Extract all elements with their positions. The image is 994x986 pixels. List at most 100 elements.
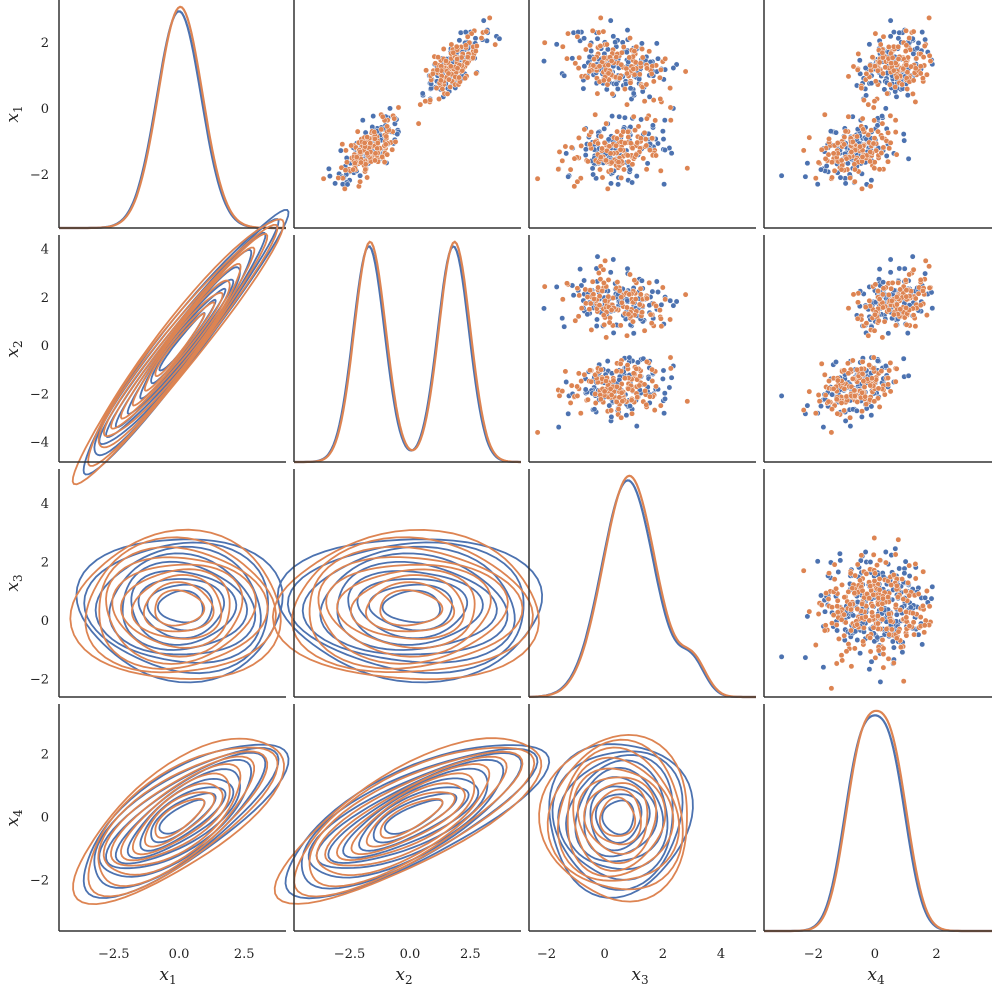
contour-line	[325, 563, 492, 658]
scatter-point	[624, 332, 630, 339]
y-tick-label: 2	[41, 291, 49, 306]
scatter-point	[829, 159, 835, 166]
contour-line	[576, 776, 658, 865]
scatter-point	[623, 412, 630, 419]
scatter-point	[584, 74, 591, 81]
scatter-point	[379, 113, 386, 120]
scatter-point	[483, 28, 490, 35]
scatter-point	[473, 43, 480, 49]
scatter-point	[582, 46, 589, 53]
scatter-point	[927, 58, 934, 65]
scatter-point	[849, 375, 856, 382]
contour-line	[598, 796, 637, 837]
scatter-point	[364, 150, 371, 157]
scatter-point	[656, 74, 663, 81]
scatter-point	[588, 48, 595, 54]
scatter-point	[858, 85, 865, 92]
scatter-point	[651, 407, 658, 414]
scatter-point	[631, 277, 638, 284]
scatter-point	[892, 378, 899, 385]
scatter-point	[910, 619, 917, 626]
scatter-point	[615, 406, 622, 413]
scatter-point	[887, 359, 894, 366]
scatter-point	[603, 334, 610, 341]
scatter-point	[818, 602, 825, 608]
scatter-point	[892, 322, 899, 329]
scatter-point	[885, 611, 892, 617]
scatter-point	[892, 551, 899, 558]
scatter-point	[879, 113, 886, 120]
scatter-point	[684, 398, 691, 405]
kde-curve-blue	[59, 10, 286, 230]
scatter-point	[629, 179, 636, 186]
scatter-point	[868, 412, 875, 419]
scatter-point	[627, 35, 633, 42]
contour-line	[143, 581, 215, 633]
scatter-point	[575, 65, 582, 72]
scatter-point	[354, 128, 361, 135]
scatter-point	[871, 135, 878, 142]
scatter-point	[653, 152, 659, 159]
scatter-point	[829, 406, 835, 413]
scatter-point	[575, 134, 582, 141]
scatter-point	[568, 144, 575, 151]
x-tick-label: −2	[804, 947, 823, 962]
scatter-point	[867, 648, 874, 655]
contour-line	[590, 788, 642, 846]
scatter-point	[575, 313, 582, 320]
scatter-point	[636, 301, 643, 308]
contour-line	[566, 756, 675, 878]
scatter-point	[320, 175, 327, 182]
scatter-point	[653, 383, 659, 390]
scatter-point	[616, 287, 623, 294]
x-tick-label: 4	[717, 947, 725, 962]
scatter-point	[841, 134, 848, 141]
contour-line	[286, 541, 525, 674]
scatter-point	[662, 296, 669, 303]
scatter-point	[854, 561, 861, 568]
scatter-point	[800, 567, 807, 574]
scatter-point	[845, 113, 852, 120]
scatter-point	[829, 391, 836, 398]
scatter-point	[800, 147, 807, 154]
scatter-point	[859, 358, 866, 365]
scatter-point	[875, 128, 881, 135]
scatter-point	[653, 40, 660, 47]
scatter-point	[885, 129, 892, 136]
scatter-point	[917, 302, 924, 309]
scatter-point	[921, 622, 928, 629]
scatter-point	[892, 601, 899, 608]
scatter-point	[646, 93, 653, 100]
contour-line	[84, 536, 277, 674]
scatter-point	[885, 307, 892, 313]
scatter-point	[855, 299, 861, 306]
scatter-point	[825, 398, 832, 405]
scatter-point	[588, 129, 595, 136]
scatter-point	[541, 58, 547, 65]
scatter-point	[609, 113, 616, 120]
contour-line	[336, 561, 498, 651]
x-axis-label-x1: x1	[159, 965, 176, 986]
scatter-point	[565, 173, 572, 180]
scatter-point	[885, 44, 892, 50]
scatter-point	[854, 366, 861, 373]
scatter-point	[833, 396, 840, 403]
scatter-point	[617, 360, 624, 367]
scatter-point	[879, 334, 886, 341]
scatter-point	[682, 291, 689, 298]
scatter-point	[553, 283, 560, 290]
scatter-point	[660, 367, 667, 374]
scatter-point	[571, 183, 578, 190]
contour-line	[154, 312, 206, 377]
scatter-point	[879, 616, 886, 623]
scatter-point	[646, 279, 653, 286]
scatter-point	[348, 142, 355, 149]
scatter-point	[464, 33, 471, 40]
scatter-point	[641, 327, 648, 334]
scatter-point	[903, 42, 910, 49]
scatter-point	[667, 354, 674, 361]
scatter-point	[462, 75, 469, 82]
scatter-point	[341, 185, 348, 192]
scatter-point	[867, 559, 874, 565]
scatter-point	[486, 14, 493, 21]
